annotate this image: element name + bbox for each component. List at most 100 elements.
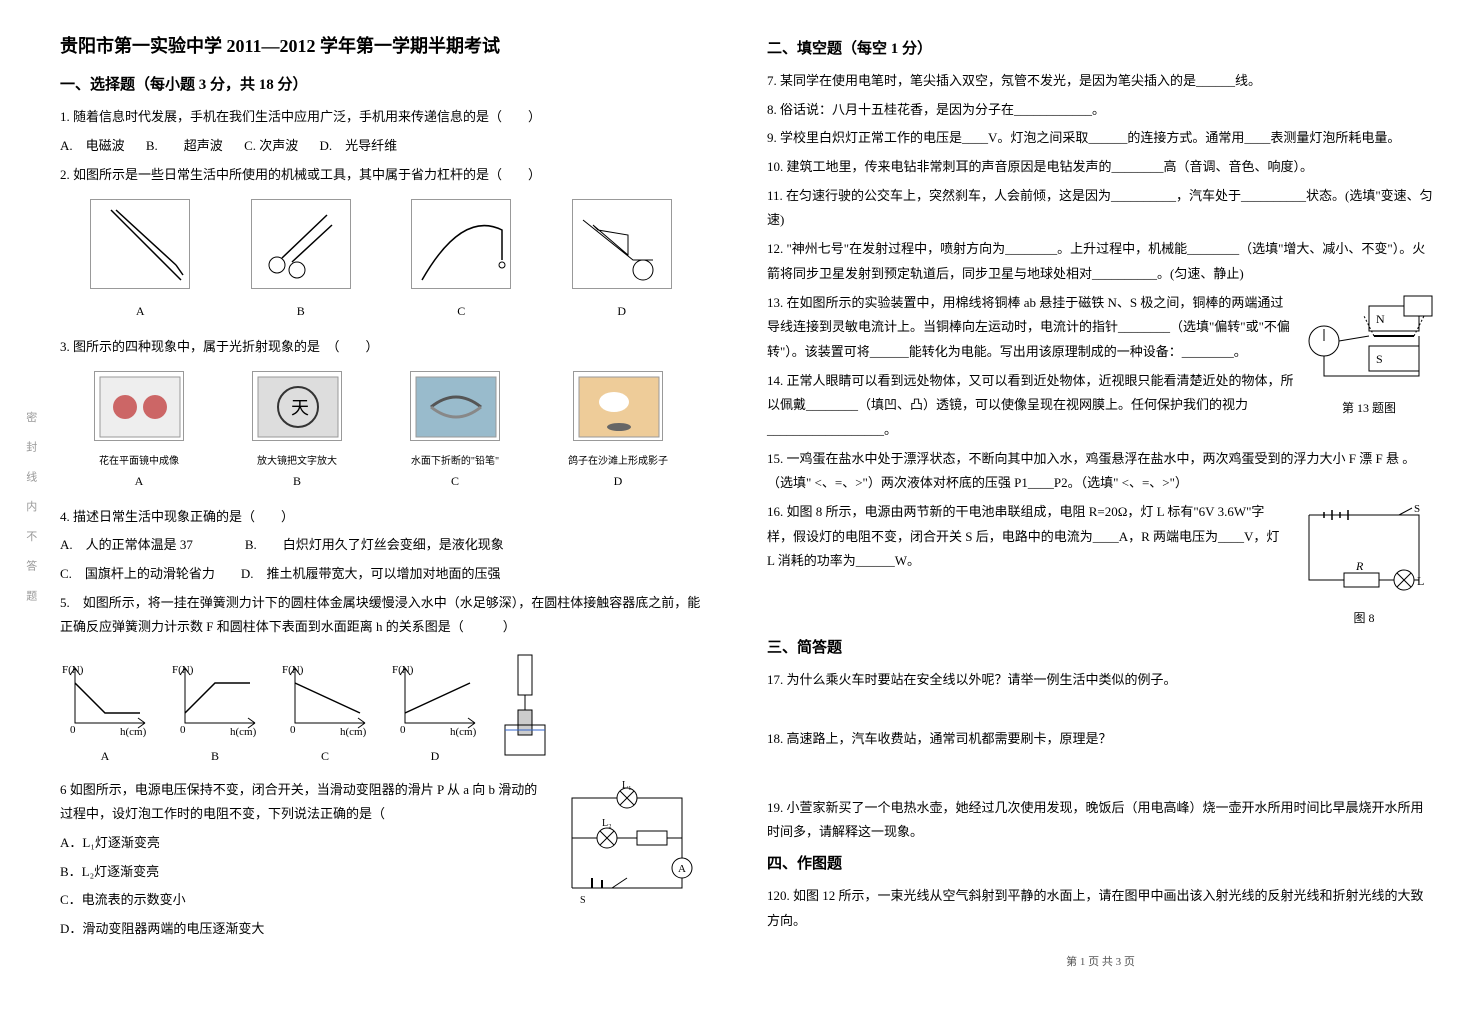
electromagnet-icon: N S	[1304, 291, 1434, 391]
svg-text:A: A	[678, 863, 686, 875]
binding-margin-text: 密 封 线 内 不 答 题	[20, 411, 40, 609]
q2-fig-b: B	[251, 199, 351, 322]
svg-text:S: S	[1376, 352, 1383, 366]
q8: 8. 俗话说：八月十五桂花香，是因为分子在____________。	[767, 98, 1434, 123]
q5-label-a: A	[60, 746, 150, 768]
q1-opt-b: B. 超声波	[146, 138, 223, 153]
q5-label-b: B	[170, 746, 260, 768]
q2-figures: A B C D	[60, 199, 702, 322]
q3-label-a-top: 花在平面镜中成像	[94, 453, 184, 471]
bridge-reflection-icon	[410, 371, 500, 441]
q3: 3. 图所示的四种现象中，属于光折射现象的是 （ ）	[60, 335, 702, 360]
section4-heading: 四、作图题	[767, 851, 1434, 878]
q2-label-c: C	[411, 301, 511, 323]
q4-opts-cd: C. 国旗杆上的动滑轮省力 D. 推土机履带宽大，可以增加对地面的压强	[60, 562, 702, 587]
q5-label-d: D	[390, 746, 480, 768]
section2-heading: 二、填空题（每空 1 分）	[767, 36, 1434, 63]
mirror-flower-icon	[94, 371, 184, 441]
svg-text:0: 0	[70, 724, 76, 736]
q18: 18. 高速路上，汽车收费站，通常司机都需要刷卡，原理是？	[767, 727, 1434, 752]
q20: 120. 如图 12 所示，一束光线从空气斜射到平静的水面上，请在图甲中画出该入…	[767, 884, 1434, 933]
svg-text:h(cm): h(cm)	[450, 726, 477, 738]
svg-text:F(N): F(N)	[282, 664, 304, 676]
q7: 7. 某同学在使用电笔时，笔尖插入双空，氖管不发光，是因为笔尖插入的是_____…	[767, 69, 1434, 94]
q5-label-c: C	[280, 746, 370, 768]
section1-heading: 一、选择题（每小题 3 分，共 18 分）	[60, 72, 702, 99]
q5: 5. 如图所示，将一挂在弹簧测力计下的圆柱体金属块缓慢浸入水中（水足够深），在圆…	[60, 591, 702, 640]
svg-text:R: R	[1355, 559, 1364, 573]
q2-label-b: B	[251, 301, 351, 323]
q1-opt-a: A. 电磁波	[60, 138, 125, 153]
q5-graphs: F(N) h(cm) 0 A F(N) h(cm) 0 B F(N)	[60, 650, 702, 768]
q3-label-c-top: 水面下折断的"铅笔"	[410, 453, 500, 471]
wheelbarrow-icon	[572, 199, 672, 289]
q1-opt-d: D. 光导纤维	[319, 138, 397, 153]
q2-fig-a: A	[90, 199, 190, 322]
svg-text:h(cm): h(cm)	[230, 726, 257, 738]
spring-scale-icon	[500, 650, 550, 760]
q1-opt-c: C. 次声波	[244, 138, 298, 153]
svg-text:h(cm): h(cm)	[340, 726, 367, 738]
q9: 9. 学校里白炽灯正常工作的电压是____V。灯泡之间采取______的连接方式…	[767, 126, 1434, 151]
pigeon-shadow-icon	[573, 371, 663, 441]
graph-a-icon: F(N) h(cm) 0	[60, 663, 150, 738]
svg-text:S: S	[580, 895, 586, 906]
q11: 11. 在匀速行驶的公交车上，突然刹车，人会前倾，这是因为__________，…	[767, 184, 1434, 233]
q3-label-d: D	[568, 471, 668, 493]
svg-text:L₁: L₁	[622, 780, 632, 791]
q10: 10. 建筑工地里，传来电钻非常刺耳的声音原因是电钻发声的________高（音…	[767, 155, 1434, 180]
q13-figure: N S 第 13 题图	[1304, 291, 1434, 420]
q2: 2. 如图所示是一些日常生活中所使用的机械或工具，其中属于省力杠杆的是（ ）	[60, 163, 702, 188]
q5-graph-d: F(N) h(cm) 0 D	[390, 663, 480, 767]
q3-label-c: C	[410, 471, 500, 493]
svg-text:S: S	[1414, 503, 1420, 515]
q13-fig-label: 第 13 题图	[1304, 398, 1434, 420]
q5-apparatus	[500, 650, 550, 768]
exam-title: 贵阳市第一实验中学 2011—2012 学年第一学期半期考试	[60, 30, 702, 62]
q3-figures: 花在平面镜中成像 A 天 放大镜把文字放大 B 水面下折断的"铅笔" C 鸽子在…	[60, 371, 702, 492]
svg-text:N: N	[1376, 312, 1385, 326]
q6-circuit: L₁ L₂ A S	[552, 778, 702, 915]
q19: 19. 小萱家新买了一个电热水壶，她经过几次使用发现，晚饭后（用电高峰）烧一壶开…	[767, 796, 1434, 845]
graph-c-icon: F(N) h(cm) 0	[280, 663, 370, 738]
q16-fig-label: 图 8	[1294, 608, 1434, 630]
q6-opt-d: D．滑动变阻器两端的电压逐渐变大	[60, 917, 702, 942]
q17: 17. 为什么乘火车时要站在安全线以外呢？请举一例生活中类似的例子。	[767, 668, 1434, 693]
q3-label-b: B	[252, 471, 342, 493]
page-footer: 第 1 页 共 3 页	[767, 953, 1434, 973]
q1: 1. 随着信息时代发展，手机在我们生活中应用广泛，手机用来传递信息的是（ ）	[60, 105, 702, 130]
svg-text:F(N): F(N)	[62, 664, 84, 676]
circuit-rl-icon: S R L	[1294, 500, 1434, 600]
q2-fig-d: D	[572, 199, 672, 322]
q3-label-b-top: 放大镜把文字放大	[252, 453, 342, 471]
q12: 12. "神州七号"在发射过程中，喷射方向为________。上升过程中，机械能…	[767, 237, 1434, 286]
tweezers-icon	[90, 199, 190, 289]
fishing-rod-icon	[411, 199, 511, 289]
q5-graph-a: F(N) h(cm) 0 A	[60, 663, 150, 767]
svg-text:0: 0	[400, 724, 406, 736]
q5-graph-b: F(N) h(cm) 0 B	[170, 663, 260, 767]
svg-text:L: L	[1417, 574, 1424, 588]
q2-fig-c: C	[411, 199, 511, 322]
graph-b-icon: F(N) h(cm) 0	[170, 663, 260, 738]
svg-text:F(N): F(N)	[392, 664, 414, 676]
scissors-icon	[251, 199, 351, 289]
q3-fig-a: 花在平面镜中成像 A	[94, 371, 184, 492]
q4-opts-ab: A. 人的正常体温是 37 B. 白炽灯用久了灯丝会变细，是液化现象	[60, 533, 702, 558]
svg-text:0: 0	[290, 724, 296, 736]
svg-text:F(N): F(N)	[172, 664, 194, 676]
q5-graph-c: F(N) h(cm) 0 C	[280, 663, 370, 767]
q3-label-a: A	[94, 471, 184, 493]
page-left: 贵阳市第一实验中学 2011—2012 学年第一学期半期考试 一、选择题（每小题…	[0, 0, 737, 1020]
q2-label-d: D	[572, 301, 672, 323]
magnifier-icon: 天	[252, 371, 342, 441]
q3-fig-b: 天 放大镜把文字放大 B	[252, 371, 342, 492]
svg-text:0: 0	[180, 724, 186, 736]
q16-figure: S R L 图 8	[1294, 500, 1434, 629]
svg-text:天: 天	[291, 398, 309, 418]
q3-fig-c: 水面下折断的"铅笔" C	[410, 371, 500, 492]
page-right: 二、填空题（每空 1 分） 7. 某同学在使用电笔时，笔尖插入双空，氖管不发光，…	[737, 0, 1474, 1020]
svg-text:L₂: L₂	[602, 818, 612, 829]
q3-fig-d: 鸽子在沙滩上形成影子 D	[568, 371, 668, 492]
q2-label-a: A	[90, 301, 190, 323]
